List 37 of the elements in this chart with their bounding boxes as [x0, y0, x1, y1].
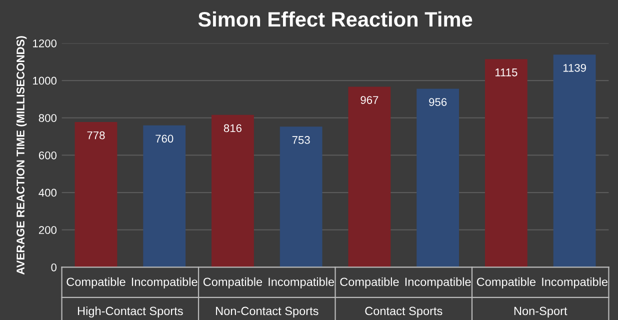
x-tick-label: Contact Sports	[365, 306, 442, 318]
data-label: 967	[360, 96, 378, 104]
y-tick-label: 200	[38, 226, 57, 234]
text: Compatible	[340, 277, 399, 288]
data-label: 778	[87, 131, 105, 140]
text: Compatible	[476, 277, 536, 288]
data-label: 760	[156, 134, 174, 143]
bar	[348, 86, 391, 268]
bar	[74, 122, 118, 268]
bar	[143, 125, 186, 268]
y-tick-label: 800	[38, 114, 57, 122]
data-label: 1139	[563, 64, 586, 72]
x-tick-label: Non-Sport	[514, 306, 568, 318]
series-label: Incompatible	[132, 277, 198, 288]
bar	[484, 59, 528, 268]
data-label: 816	[224, 124, 242, 132]
text: Incompatible	[542, 277, 608, 288]
y-tick-label: 0	[51, 263, 57, 272]
series-label: Compatible	[203, 277, 262, 288]
text: Incompatible	[405, 277, 471, 288]
y-tick-label: 600	[38, 151, 57, 160]
x-tick-label: High-Contact Sports	[78, 306, 183, 318]
data-label: 1115	[495, 68, 518, 76]
y-tick-label: 400	[38, 188, 57, 197]
bar	[212, 114, 254, 268]
data-label: 956	[429, 98, 447, 106]
bar	[553, 54, 596, 268]
text: Incompatible	[268, 277, 334, 288]
chart-title: Simon Effect Reaction Time	[198, 11, 472, 27]
y-tick-label: 1200	[33, 39, 57, 48]
x-tick-label: Non-Contact Sports	[216, 306, 318, 318]
y-axis-title: AVERAGE REACTION TIME (MILLISECONDS)	[16, 36, 27, 275]
text: Compatible	[66, 277, 126, 288]
data-label: 753	[292, 136, 310, 144]
bar	[416, 88, 460, 268]
bar	[280, 126, 322, 268]
y-tick-label: 1000	[33, 76, 57, 85]
